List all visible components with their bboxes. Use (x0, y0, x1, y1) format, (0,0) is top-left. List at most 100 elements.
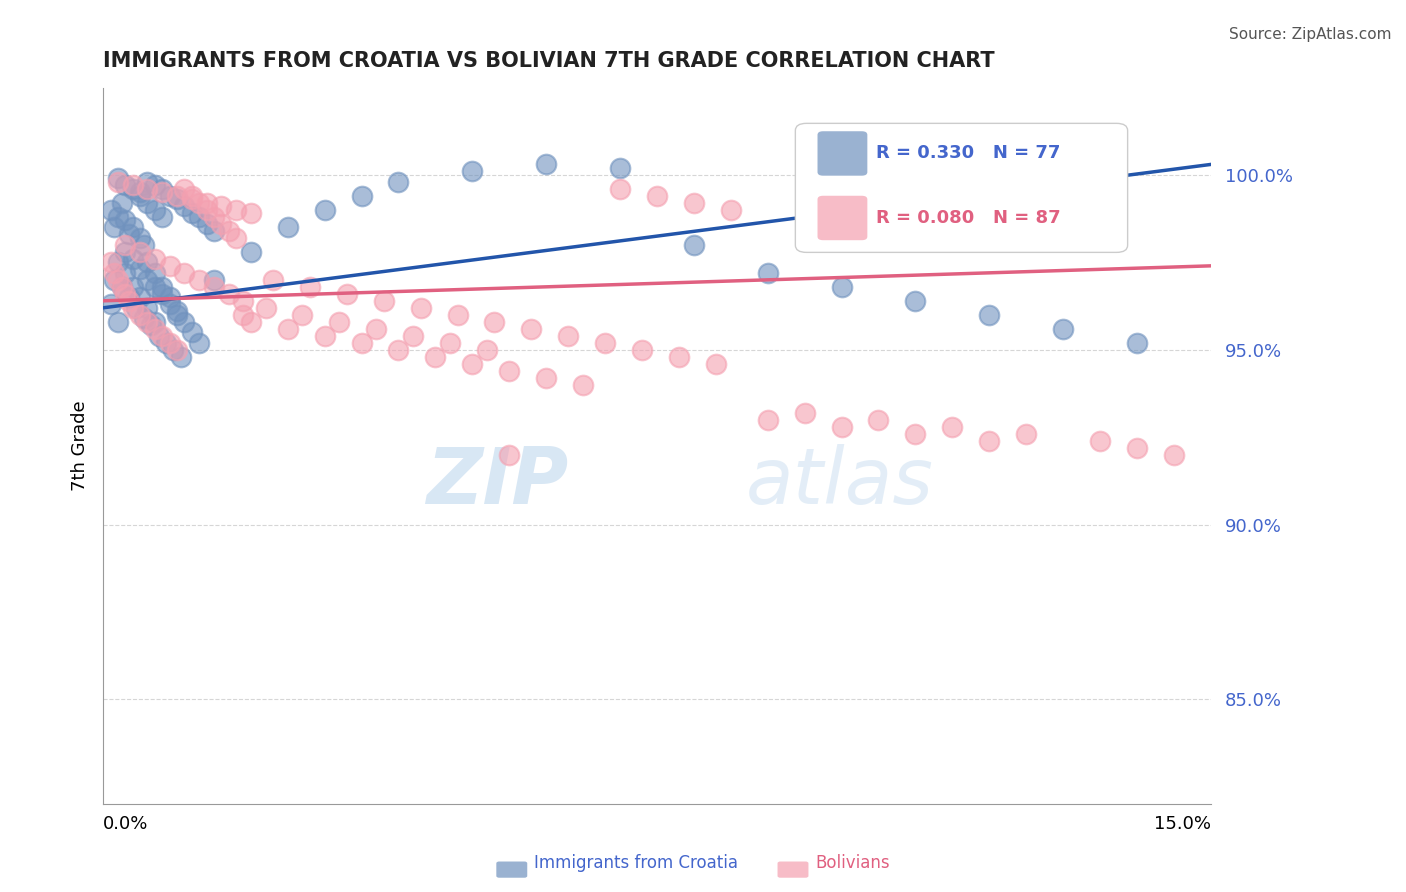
Point (350, 335, 373, 350)
Point (166, 308, 188, 322)
Point (173, 182, 195, 196)
Point (150, 210, 173, 224)
Point (173, 266, 195, 280)
Point (218, 286, 240, 301)
Point (1052, 322, 1074, 336)
Point (425, 350, 447, 364)
Point (534, 370, 557, 384)
Point (136, 301, 159, 315)
Point (121, 280, 143, 294)
Point (107, 175, 129, 189)
Point (121, 301, 143, 315)
Point (979, 434, 1001, 448)
Point (1088, 434, 1111, 448)
Point (291, 308, 314, 322)
Point (188, 210, 211, 224)
Point (159, 290, 181, 304)
Point (409, 301, 432, 315)
Text: atlas: atlas (745, 444, 934, 520)
Point (143, 322, 166, 336)
Point (136, 315, 159, 329)
Point (129, 290, 152, 304)
Point (162, 343, 184, 357)
Point (402, 328, 425, 343)
Text: Bolivians: Bolivians (815, 855, 890, 872)
Point (136, 182, 159, 196)
Point (520, 322, 543, 336)
Point (387, 175, 409, 189)
Point (202, 224, 225, 238)
Point (129, 262, 152, 277)
Point (461, 357, 484, 371)
Point (868, 413, 890, 427)
Point (904, 426, 927, 441)
Point (195, 195, 218, 210)
Point (114, 286, 136, 301)
Point (125, 301, 148, 315)
Text: IMMIGRANTS FROM CROATIA VS BOLIVIAN 7TH GRADE CORRELATION CHART: IMMIGRANTS FROM CROATIA VS BOLIVIAN 7TH … (103, 51, 995, 70)
Point (136, 195, 159, 210)
Point (202, 210, 225, 224)
Point (572, 377, 595, 392)
Point (239, 206, 262, 220)
Point (195, 202, 218, 217)
Point (328, 315, 350, 329)
Point (979, 308, 1001, 322)
Point (593, 335, 616, 350)
Point (136, 255, 159, 269)
Point (262, 273, 284, 287)
Point (166, 193, 188, 207)
Point (159, 335, 181, 350)
Point (173, 199, 195, 213)
Point (557, 328, 579, 343)
Point (202, 273, 225, 287)
Point (166, 304, 188, 318)
Point (446, 308, 468, 322)
Point (139, 318, 162, 333)
Point (1126, 441, 1149, 455)
Point (107, 210, 129, 224)
Point (150, 286, 173, 301)
Point (631, 343, 654, 357)
Point (129, 231, 152, 245)
Text: R = 0.080   N = 87: R = 0.080 N = 87 (876, 209, 1062, 227)
Text: 0.0%: 0.0% (103, 814, 149, 833)
Point (107, 273, 129, 287)
Point (143, 178, 166, 193)
Point (148, 328, 170, 343)
Point (314, 202, 336, 217)
Point (609, 182, 631, 196)
Point (107, 255, 129, 269)
Point (298, 280, 321, 294)
Y-axis label: 7th Grade: 7th Grade (72, 401, 89, 491)
Point (1126, 335, 1149, 350)
Point (645, 189, 668, 203)
Point (682, 195, 704, 210)
Point (114, 244, 136, 259)
Point (132, 311, 155, 326)
Point (169, 350, 191, 364)
Point (129, 189, 152, 203)
Point (121, 182, 143, 196)
Point (831, 280, 853, 294)
Text: R = 0.330   N = 77: R = 0.330 N = 77 (876, 145, 1060, 162)
Point (254, 301, 277, 315)
Point (159, 189, 181, 203)
Point (107, 171, 129, 186)
Point (209, 217, 232, 231)
Point (239, 315, 262, 329)
Point (668, 350, 690, 364)
Text: Source: ZipAtlas.com: Source: ZipAtlas.com (1229, 27, 1392, 42)
Point (180, 193, 202, 207)
Point (129, 244, 152, 259)
Point (100, 255, 122, 269)
Point (103, 220, 125, 235)
Point (534, 157, 557, 171)
Point (110, 280, 132, 294)
Point (129, 186, 152, 200)
Point (793, 406, 815, 420)
Point (232, 293, 254, 308)
Point (143, 202, 166, 217)
Point (114, 178, 136, 193)
Point (225, 231, 247, 245)
